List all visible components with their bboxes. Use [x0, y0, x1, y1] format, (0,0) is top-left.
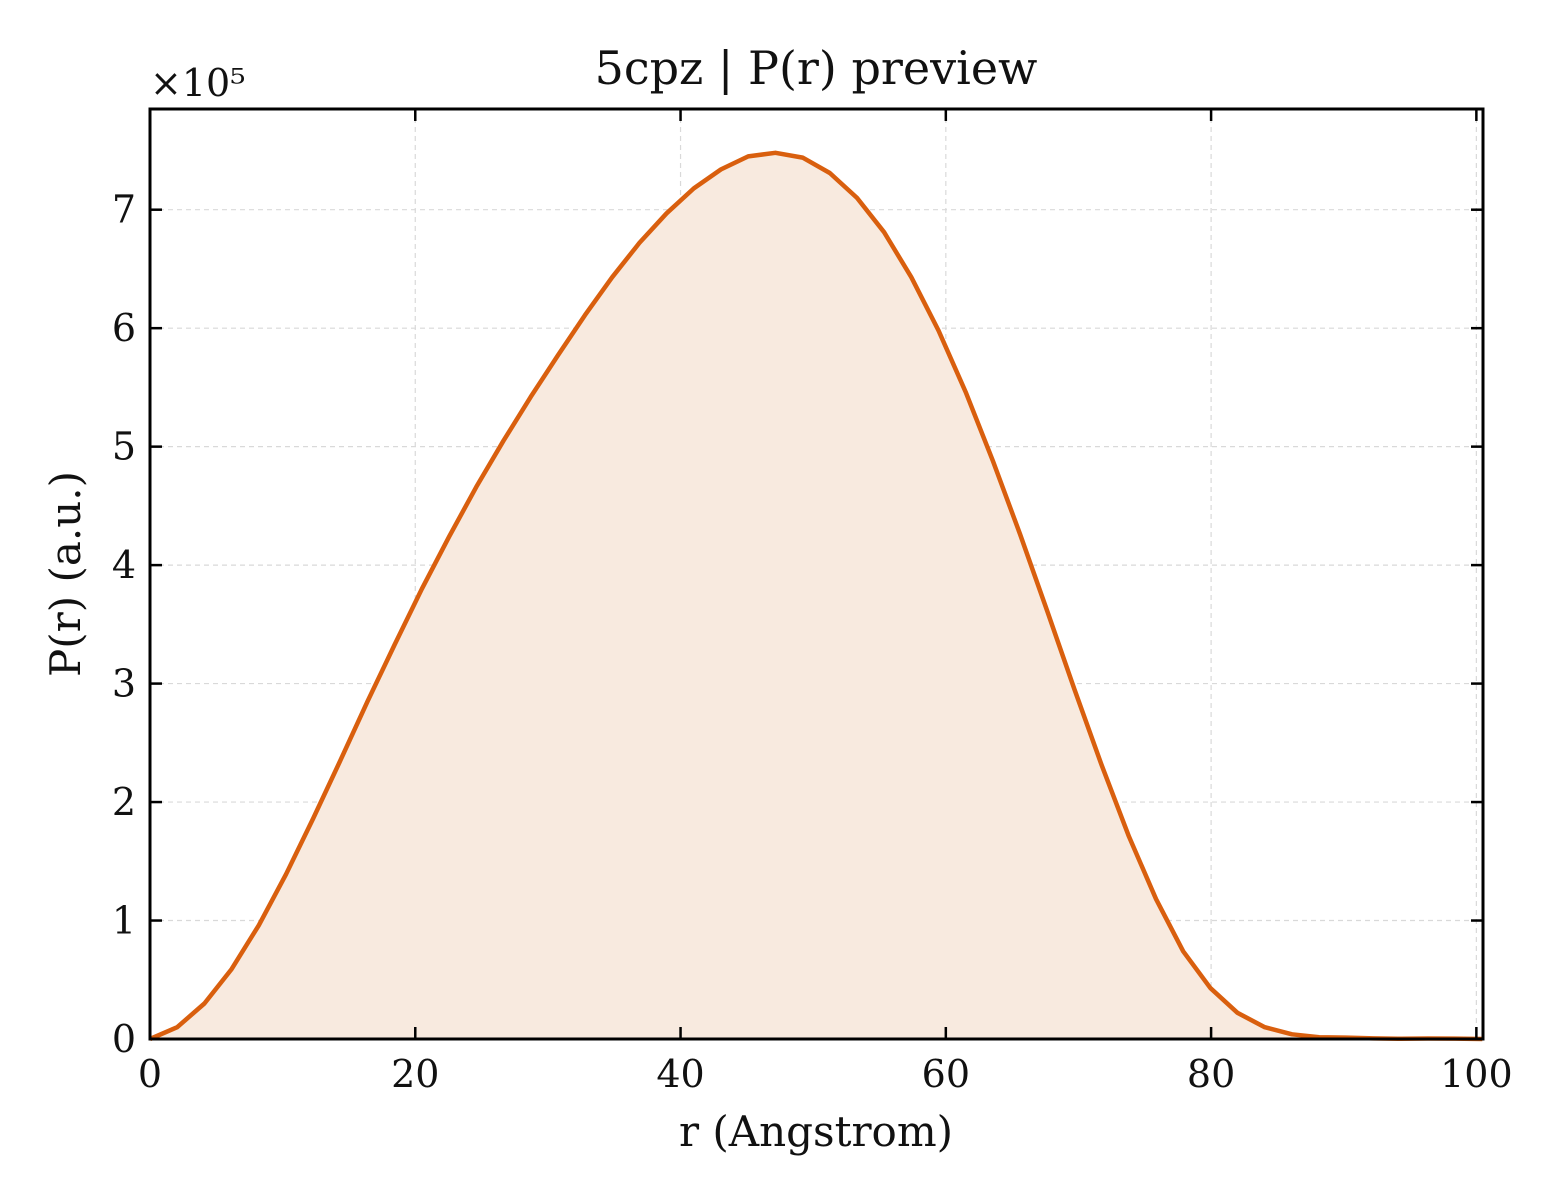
- chart-title: 5cpz | P(r) preview: [595, 41, 1038, 95]
- y-tick-label: 4: [112, 543, 136, 587]
- y-tick-label: 0: [112, 1017, 136, 1061]
- y-axis-label: P(r) (a.u.): [41, 471, 90, 677]
- plot-frame: [148, 107, 1485, 1041]
- x-tick-label: 80: [1187, 1052, 1235, 1096]
- y-tick-label: 2: [112, 780, 136, 824]
- y-tick-label: 1: [112, 899, 136, 943]
- y-tick-label: 7: [112, 188, 136, 232]
- x-tick-label: 60: [922, 1052, 970, 1096]
- ticks: [148, 109, 1483, 1041]
- series-area-fill: [150, 152, 1483, 1040]
- x-tick-label: 0: [138, 1052, 162, 1096]
- tick-labels: 0 20 40 60 80 100 0 1 2 3 4 5 6 7: [112, 188, 1513, 1096]
- y-axis-multiplier: ×10⁵: [150, 61, 245, 105]
- y-tick-label: 6: [112, 306, 136, 350]
- x-tick-label: 100: [1440, 1052, 1513, 1096]
- series-line: [149, 150, 1483, 1042]
- x-axis-label: r (Angstrom): [679, 1107, 953, 1156]
- x-tick-label: 20: [391, 1052, 439, 1096]
- y-tick-label: 3: [112, 662, 136, 706]
- x-tick-label: 40: [656, 1052, 704, 1096]
- y-tick-label: 5: [112, 425, 136, 469]
